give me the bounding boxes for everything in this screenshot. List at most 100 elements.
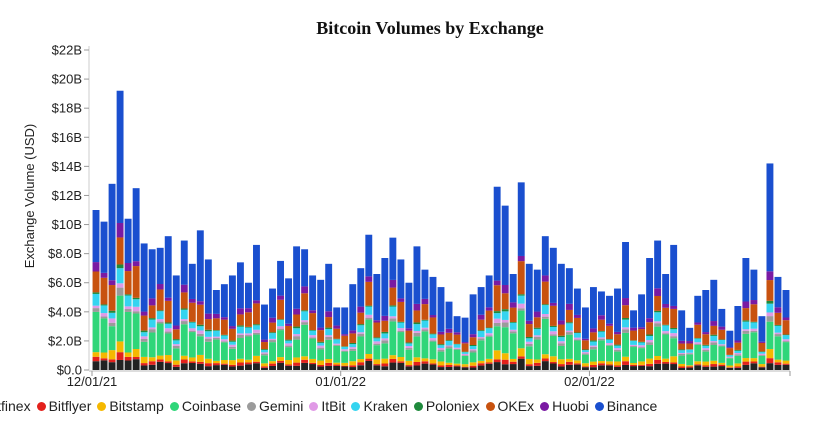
bar-segment-binance: [573, 288, 581, 315]
bar-segment-huobi: [726, 347, 734, 349]
bar-segment-coinbase: [662, 334, 670, 359]
bar-segment-binance: [517, 182, 525, 256]
bar-segment-gemini: [758, 354, 766, 356]
y-tick-label: $10B: [52, 217, 82, 232]
bar-stack: [493, 186, 501, 370]
bar-segment-okex: [678, 343, 686, 350]
bar-segment-gemini: [261, 353, 268, 356]
bar-segment-binance: [381, 258, 389, 316]
bar-segment-bitfinex: [124, 360, 132, 370]
bar-segment-coinbase: [148, 332, 156, 358]
bar-segment-coinbase: [606, 345, 613, 362]
bar-segment-gemini: [726, 357, 734, 359]
bar-segment-coinbase: [92, 311, 100, 353]
bar-stack: [397, 259, 405, 370]
bar-segment-gemini: [277, 328, 284, 331]
bar-segment-gemini: [269, 340, 276, 343]
bar-segment-kraken: [646, 335, 654, 341]
bar-segment-gemini: [413, 332, 421, 337]
bar-segment-bitfinex: [734, 367, 742, 370]
bar-segment-bitfinex: [188, 363, 196, 370]
bar-segment-kraken: [774, 325, 782, 333]
bar-stack: [565, 268, 573, 370]
bar-stack: [654, 240, 662, 370]
bar-stack: [678, 310, 686, 370]
bar-segment-binance: [220, 284, 228, 318]
bar-stack: [148, 249, 156, 370]
bar-segment-binance: [429, 276, 437, 316]
bar-segment-kraken: [517, 295, 525, 304]
bar-segment-bitstamp: [662, 358, 670, 362]
bar-segment-coinbase: [349, 350, 357, 362]
bar-segment-okex: [573, 317, 581, 333]
bar-segment-poloniex: [285, 339, 293, 341]
bar-segment-kraken: [622, 319, 629, 328]
bar-segment-binance: [124, 218, 132, 263]
bar-segment-bitflyer: [148, 361, 156, 365]
bar-segment-itbit: [493, 318, 501, 323]
bar-segment-huobi: [477, 314, 485, 320]
legend-swatch: [485, 401, 495, 411]
bar-stack: [253, 244, 260, 370]
bar-segment-kraken: [236, 326, 244, 334]
bar-segment-gemini: [333, 344, 341, 346]
bar-segment-coinbase: [726, 358, 734, 366]
bar-segment-binance: [236, 262, 244, 309]
bar-segment-bitflyer: [397, 361, 405, 363]
bar-segment-bitstamp: [686, 365, 694, 367]
bar-segment-okex: [646, 322, 654, 335]
bar-segment-itbit: [204, 336, 212, 339]
bar-segment-bitstamp: [517, 348, 525, 357]
bar-segment-kraken: [92, 293, 100, 306]
bar-segment-bitfinex: [204, 366, 212, 370]
bar-segment-bitstamp: [349, 361, 357, 366]
bar-segment-kraken: [766, 303, 774, 313]
bar-segment-huobi: [686, 341, 694, 344]
bar-segment-okex: [196, 304, 204, 325]
bar-segment-huobi: [124, 263, 132, 272]
bar-segment-okex: [606, 325, 613, 340]
bar-segment-gemini: [325, 336, 333, 340]
bar-stack: [774, 276, 782, 370]
bar-segment-kraken: [630, 340, 637, 345]
bar-segment-coinbase: [477, 340, 485, 361]
bar-stack: [758, 316, 766, 370]
bar-segment-bitstamp: [598, 361, 605, 364]
bar-segment-coinbase: [164, 333, 172, 356]
bar-segment-bitstamp: [285, 360, 293, 365]
bar-segment-poloniex: [373, 337, 381, 339]
bar-segment-coinbase: [140, 341, 148, 357]
legend-swatch: [540, 401, 550, 411]
bar-segment-bitstamp: [196, 354, 204, 362]
bar-segment-itbit: [389, 316, 397, 319]
bar-segment-bitstamp: [453, 363, 461, 366]
bar-segment-poloniex: [188, 321, 196, 323]
bar-segment-bitfinex: [261, 367, 268, 370]
bar-stack: [116, 90, 124, 370]
bar-segment-gemini: [453, 348, 461, 350]
bar-segment-kraken: [437, 345, 445, 348]
legend-item: Kraken: [351, 398, 408, 414]
bar-segment-coinbase: [533, 339, 541, 360]
bar-segment-bitstamp: [309, 358, 317, 363]
bar-segment-poloniex: [678, 349, 686, 351]
bar-segment-poloniex: [533, 327, 541, 329]
bar-segment-poloniex: [349, 342, 357, 345]
bar-segment-gemini: [718, 345, 726, 347]
bar-segment-binance: [702, 290, 710, 333]
bar-segment-bitstamp: [132, 349, 140, 357]
bar-segment-huobi: [742, 301, 750, 309]
bar-segment-bitflyer: [710, 364, 718, 367]
bar-segment-gemini: [220, 341, 228, 343]
bar-segment-bitfinex: [493, 362, 501, 370]
bar-segment-bitstamp: [678, 363, 686, 367]
bar-segment-bitstamp: [236, 358, 244, 363]
bar-segment-bitstamp: [622, 356, 629, 362]
bar-segment-gemini: [124, 309, 132, 312]
bar-segment-kraken: [132, 299, 140, 307]
bar-segment-bitfinex: [132, 359, 140, 370]
bar-segment-poloniex: [509, 322, 517, 323]
bar-segment-itbit: [573, 337, 581, 340]
bar-segment-okex: [501, 293, 509, 310]
bar-segment-bitstamp: [445, 362, 453, 365]
